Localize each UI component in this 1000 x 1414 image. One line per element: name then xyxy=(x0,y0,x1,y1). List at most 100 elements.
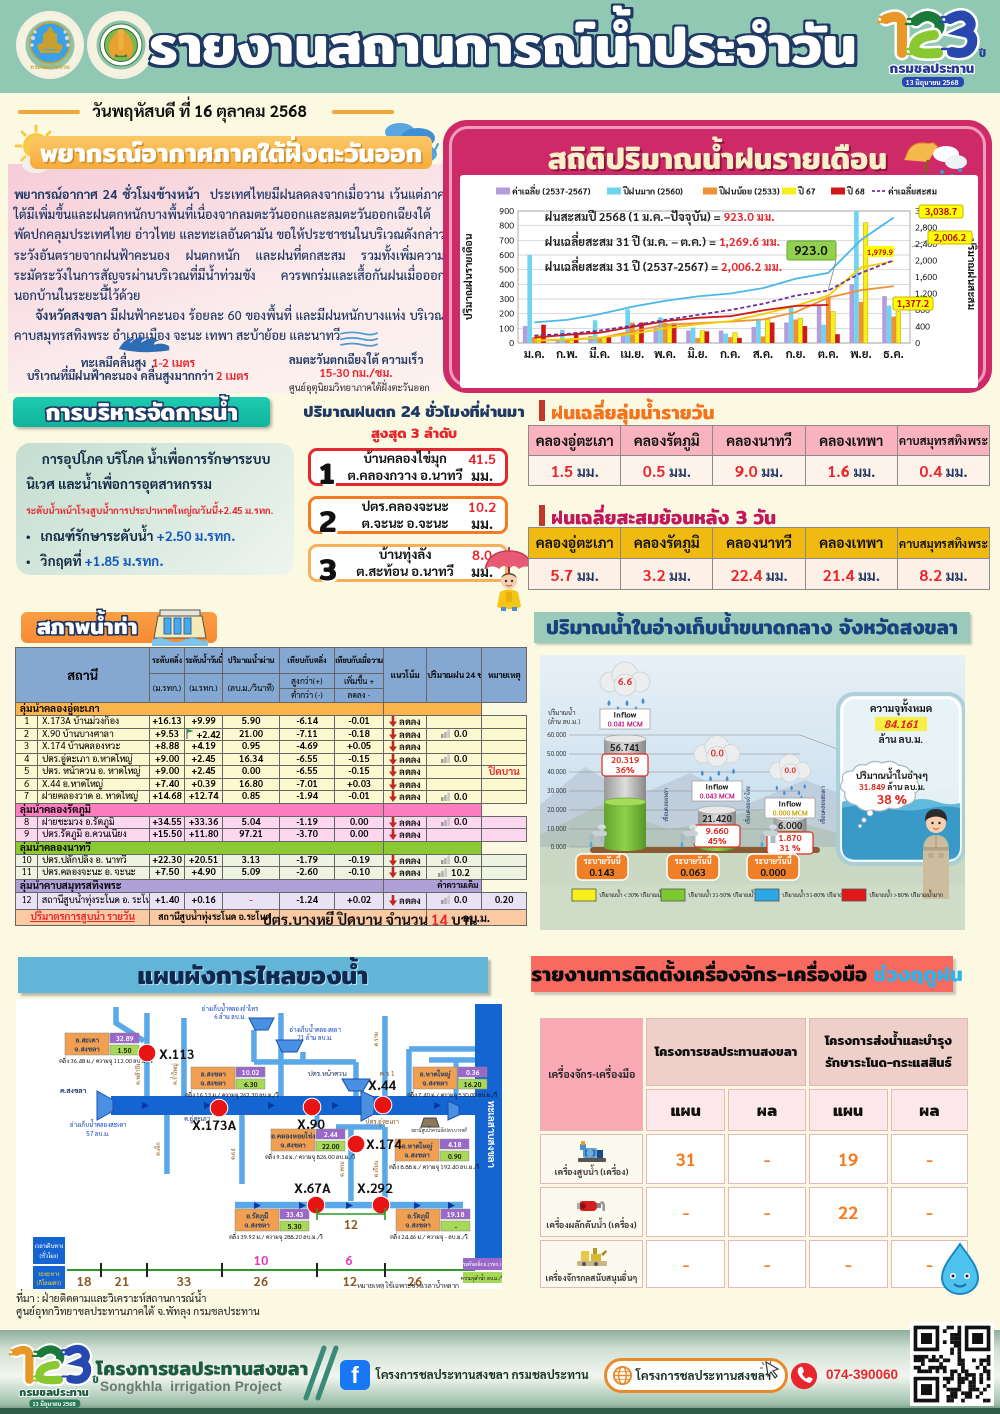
svg-text:9.660: 9.660 xyxy=(706,825,729,837)
svg-text:ส.ค.: ส.ค. xyxy=(753,346,774,361)
svg-text:26: 26 xyxy=(254,1273,269,1289)
svg-text:30.000: 30.000 xyxy=(546,787,566,795)
svg-text:38 %: 38 % xyxy=(877,791,908,808)
svg-text:45%: 45% xyxy=(708,835,727,847)
svg-text:ค.ราม: ค.ราม xyxy=(373,1031,380,1046)
svg-text:มี.ค.: มี.ค. xyxy=(589,346,610,361)
svg-text:ตลิ่ง 24.46 ม./ ความจุ - ลบ.ม: ตลิ่ง 24.46 ม./ ความจุ - ลบ.ม./วิ xyxy=(390,1232,468,1242)
svg-text:เขื่อนคลองสะเดา: เขื่อนคลองสะเดา xyxy=(818,786,827,824)
svg-text:จ.สงขลา: จ.สงขลา xyxy=(199,1079,225,1088)
svg-text:เวลาเดินทาง: เวลาเดินทาง xyxy=(34,1241,63,1250)
svg-text:อ.สงขลา: อ.สงขลา xyxy=(199,1070,225,1079)
svg-text:0: 0 xyxy=(915,337,920,349)
svg-text:1,979.9: 1,979.9 xyxy=(867,247,893,257)
svg-text:2.44: 2.44 xyxy=(323,1130,338,1139)
svg-text:4.18: 4.18 xyxy=(448,1140,462,1149)
svg-text:ก.ย.: ก.ย. xyxy=(786,346,806,361)
svg-text:ปตร.อู่ตะเภา: ปตร.อู่ตะเภา xyxy=(365,1117,398,1127)
svg-text:100: 100 xyxy=(499,322,514,334)
svg-text:ก.ค.: ก.ค. xyxy=(720,346,741,361)
svg-text:จ.สงขลา: จ.สงขลา xyxy=(73,1045,99,1054)
svg-text:ความจุลำน้ำ ลบ.ม./วิ: ความจุลำน้ำ ลบ.ม./วิ xyxy=(461,1274,502,1282)
svg-text:1.870: 1.870 xyxy=(779,832,802,844)
svg-text:0.000: 0.000 xyxy=(760,866,787,879)
svg-text:Inflow: Inflow xyxy=(614,709,637,720)
svg-text:(ชั่วโมง): (ชั่วโมง) xyxy=(40,1251,59,1260)
svg-text:600: 600 xyxy=(499,249,514,261)
svg-text:ระยะทาง: ระยะทาง xyxy=(37,1271,60,1278)
svg-text:ปริมาณฝนสะสม: ปริมาณฝนสะสม xyxy=(965,238,978,310)
svg-text:ปีฝนน้อย (2533): ปีฝนน้อย (2533) xyxy=(718,185,780,198)
svg-text:X.173A: X.173A xyxy=(192,1117,237,1134)
svg-text:ปี 67: ปี 67 xyxy=(797,185,816,198)
svg-text:เขื่อนคลองจำไหร: เขื่อนคลองจำไหร xyxy=(743,786,752,824)
svg-text:ธ.ค.: ธ.ค. xyxy=(883,346,904,361)
svg-text:ตลิ่ง 16.13 ม./ ความจุ 262.30: ตลิ่ง 16.13 ม./ ความจุ 262.30 ลบ.ม./วิ xyxy=(185,1090,279,1100)
svg-text:200: 200 xyxy=(498,308,514,320)
svg-text:X.67A: X.67A xyxy=(294,1180,331,1197)
svg-text:อ.คลองหอยโข่ง: อ.คลองหอยโข่ง xyxy=(270,1132,316,1141)
svg-text:อ.หาดใหญ่: อ.หาดใหญ่ xyxy=(418,1070,450,1079)
svg-text:1.50: 1.50 xyxy=(118,1046,132,1055)
svg-text:(ล้าน ลบ.ม.): (ล้าน ลบ.ม.) xyxy=(548,717,580,726)
svg-text:0.90: 0.90 xyxy=(448,1152,462,1161)
svg-text:-: - xyxy=(454,1222,457,1231)
svg-text:ปี: ปี xyxy=(979,44,986,62)
svg-text:2,006.2: 2,006.2 xyxy=(934,232,966,244)
svg-text:ค่าเฉลี่ย (2537-2567): ค่าเฉลี่ย (2537-2567) xyxy=(512,183,591,198)
svg-text:16.20: 16.20 xyxy=(464,1080,481,1089)
svg-text:ปริมาณน้ำในอ่างๆ: ปริมาณน้ำในอ่างๆ xyxy=(855,766,928,782)
svg-text:ค.หล้าปัง: ค.หล้าปัง xyxy=(133,1063,142,1084)
svg-text:0.0: 0.0 xyxy=(710,748,723,760)
svg-text:5.30: 5.30 xyxy=(288,1222,302,1231)
svg-text:ปริมาณฝนรายเดือน: ปริมาณฝนรายเดือน xyxy=(462,233,475,320)
svg-text:กรมชลประทาน: กรมชลประทาน xyxy=(890,57,975,79)
svg-text:ตลิ่ง 36.48 ม./ ความจุ 112.00: ตลิ่ง 36.48 ม./ ความจุ 112.00 ลบ.ม./วิ xyxy=(59,1056,153,1066)
svg-text:ตลิ่ง 8.88 ม./ ความจุ 192.40: ตลิ่ง 8.88 ม./ ความจุ 192.40 ลบ.ม./วิ xyxy=(389,1162,480,1172)
svg-text:ทะเลสาบสงขลา: ทะเลสาบสงขลา xyxy=(485,1100,498,1168)
svg-text:ฝนสะสมปี 2568 (1 ม.ค.–ปัจจุบัน: ฝนสะสมปี 2568 (1 ม.ค.–ปัจจุบัน) = 923.0 … xyxy=(545,208,775,226)
svg-text:อ.หาดใหญ่: อ.หาดใหญ่ xyxy=(400,1142,432,1151)
svg-text:พ.ค.: พ.ค. xyxy=(654,346,676,361)
svg-text:ค.อู่ตะเภา: ค.อู่ตะเภา xyxy=(184,1114,210,1124)
svg-text:0.000: 0.000 xyxy=(551,843,566,851)
svg-text:ตลิ่ง 9.34 ม./ ความจุ 826.00: ตลิ่ง 9.34 ม./ ความจุ 826.00 ลบ.ม./วิ xyxy=(265,1152,356,1162)
svg-text:20.000: 20.000 xyxy=(547,806,566,814)
svg-text:ค.ร่ำใหญ่: ค.ร่ำใหญ่ xyxy=(168,1063,179,1084)
svg-text:ล้าน ลบ.ม.: ล้าน ลบ.ม. xyxy=(878,733,924,746)
svg-text:31.849 ล้าน ลบ.ม.: 31.849 ล้าน ลบ.ม. xyxy=(859,781,925,792)
svg-text:ค.พาย: ค.พาย xyxy=(339,1161,346,1176)
svg-text:ค่าเฉลี่ยสะสม: ค่าเฉลี่ยสะสม xyxy=(888,183,937,198)
svg-text:ค.ร.1: ค.ร.1 xyxy=(380,1069,395,1078)
svg-text:0.143: 0.143 xyxy=(589,866,615,879)
svg-text:กรมชลประทาน: กรมชลประทาน xyxy=(29,63,70,71)
svg-text:อ.รัตภูมิ: อ.รัตภูมิ xyxy=(245,1212,268,1222)
svg-text:21: 21 xyxy=(115,1273,130,1289)
svg-text:ปริมาณน้ำ 51-80% ปริมาณน้ำดี: ปริมาณน้ำ 51-80% ปริมาณน้ำดี xyxy=(782,891,854,899)
svg-text:ปตร.หน้าควน: ปตร.หน้าควน xyxy=(308,1069,347,1078)
svg-text:เขื่อนคลองหลา: เขื่อนคลองหลา xyxy=(661,788,670,822)
svg-text:1,600: 1,600 xyxy=(915,271,937,283)
svg-text:(กิโลเมตร): (กิโลเมตร) xyxy=(37,1278,61,1287)
svg-text:อ.รัตภูมิ: อ.รัตภูมิ xyxy=(406,1212,429,1222)
svg-text:10.02: 10.02 xyxy=(242,1068,259,1077)
svg-text:อ่างเก็บน้ำคลองหลา: อ่างเก็บน้ำคลองหลา xyxy=(288,1024,340,1034)
svg-text:0.041 MCM: 0.041 MCM xyxy=(607,720,642,729)
svg-text:60.000: 60.000 xyxy=(547,731,566,739)
svg-text:0.0: 0.0 xyxy=(784,764,796,775)
svg-text:X.174: X.174 xyxy=(366,1136,402,1153)
svg-text:ระบายวันนี้: ระบายวันนี้ xyxy=(754,854,792,866)
svg-text:ก.พ.: ก.พ. xyxy=(556,346,578,361)
svg-text:เม.ย.: เม.ย. xyxy=(620,346,644,361)
svg-text:0.063: 0.063 xyxy=(680,866,706,879)
svg-text:Inflow: Inflow xyxy=(779,798,802,809)
svg-text:19.18: 19.18 xyxy=(447,1210,464,1219)
svg-text:6.6: 6.6 xyxy=(618,675,634,688)
svg-text:ค.เจ็ก: ค.เจ็ก xyxy=(153,1142,162,1155)
svg-text:40.000: 40.000 xyxy=(547,768,566,776)
svg-text:800: 800 xyxy=(499,220,514,232)
svg-text:33.43: 33.43 xyxy=(286,1210,303,1219)
svg-text:700: 700 xyxy=(499,234,514,246)
svg-text:6.000: 6.000 xyxy=(778,820,803,832)
svg-text:36%: 36% xyxy=(616,764,635,776)
